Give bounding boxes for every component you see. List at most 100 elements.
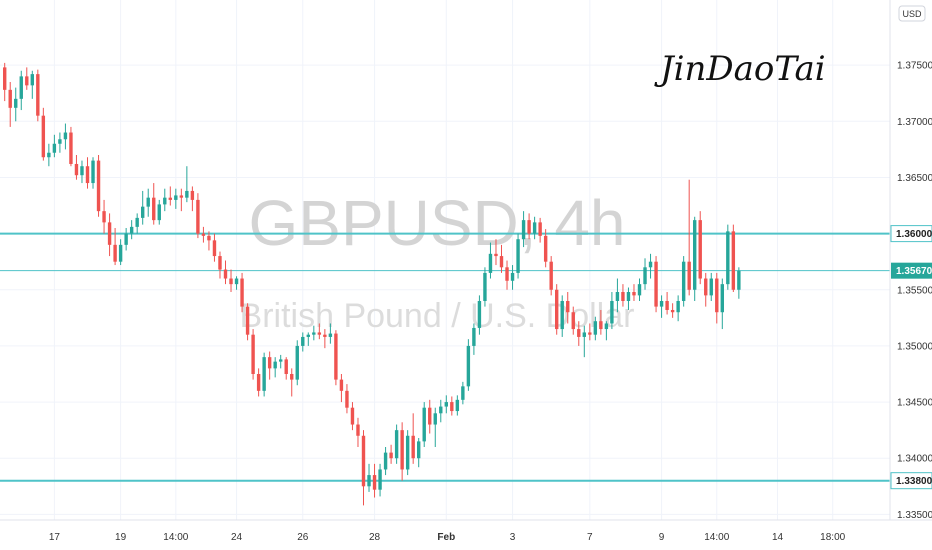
candle <box>185 166 189 203</box>
candle-body <box>428 407 432 425</box>
candle-body <box>499 256 504 268</box>
candle-body <box>36 74 40 116</box>
candle-body <box>74 163 79 176</box>
candle-body <box>41 115 46 158</box>
candle-body <box>218 256 222 270</box>
candle <box>356 417 360 447</box>
candle-body <box>532 222 537 234</box>
candle <box>218 251 222 279</box>
candle <box>709 272 713 301</box>
level-price-tag <box>890 225 932 243</box>
candle <box>256 368 261 397</box>
x-tick-label: 17 <box>49 532 61 543</box>
candle-body <box>339 379 344 391</box>
candle-body <box>14 98 18 108</box>
candle <box>417 438 421 468</box>
candle <box>107 213 112 257</box>
candle-body <box>593 321 598 335</box>
candle <box>113 227 117 266</box>
candle <box>632 284 636 301</box>
candle-body <box>538 222 542 236</box>
candle-body <box>267 357 272 369</box>
candle-body <box>157 204 161 221</box>
candle-body <box>693 220 697 290</box>
candle <box>8 81 12 127</box>
candle <box>80 160 84 184</box>
candle <box>670 303 675 318</box>
candle-body <box>687 261 691 290</box>
horizontal-levels <box>0 232 890 482</box>
candle <box>179 188 184 212</box>
candle-body <box>306 334 310 337</box>
candle <box>621 284 625 307</box>
candle-body <box>560 300 564 330</box>
candle <box>654 256 658 313</box>
candle-body <box>118 244 123 262</box>
candle-body <box>659 300 664 307</box>
candle-body <box>704 278 708 296</box>
candle-body <box>124 233 128 245</box>
candle-body <box>720 284 724 313</box>
candle <box>494 239 498 266</box>
x-tick-label: 26 <box>297 532 309 543</box>
candle <box>405 430 410 476</box>
candle <box>47 143 51 167</box>
candle <box>229 269 233 293</box>
x-tick-label: 14 <box>772 532 784 543</box>
candle-body <box>229 278 233 285</box>
candle-body <box>240 278 244 307</box>
candle-body <box>47 152 51 158</box>
candle-body <box>334 333 338 380</box>
candle-body <box>632 292 636 296</box>
candle <box>279 354 283 369</box>
candle <box>731 224 736 293</box>
candle <box>588 323 592 341</box>
candle <box>704 272 708 307</box>
candle-body <box>527 220 531 234</box>
candle <box>163 188 167 212</box>
candle-body <box>621 292 625 301</box>
candle <box>615 278 620 313</box>
x-tick-label: 14:00 <box>163 532 188 543</box>
candle-body <box>301 336 305 346</box>
candle <box>201 226 206 243</box>
candle <box>477 295 482 335</box>
candle-body <box>588 332 592 335</box>
candle <box>334 330 338 386</box>
candle-body <box>234 278 239 285</box>
candle-body <box>610 300 614 324</box>
candle-body <box>212 240 217 257</box>
candle <box>328 323 333 344</box>
candle-body <box>422 407 426 442</box>
candle-body <box>91 160 95 184</box>
price-axis[interactable]: 1.37500 1.37000 1.36500 1.35500 1.35000 1.345… <box>890 61 932 521</box>
last-price-label: 1.35670 <box>896 266 932 277</box>
candle-body <box>223 269 228 279</box>
candle <box>245 303 250 341</box>
last-price-tag <box>891 262 932 279</box>
candle <box>135 213 139 234</box>
candle <box>577 321 581 346</box>
candle <box>422 402 426 447</box>
candle-body <box>190 190 195 200</box>
currency-badge[interactable]: USD <box>898 5 926 22</box>
candle-body <box>394 430 399 459</box>
candle-body <box>477 300 482 328</box>
watermark: GBPUSD, 4h British Pound / U.S. Dollar <box>240 187 635 335</box>
time-axis[interactable]: 17 19 14:00 24 26 28 Feb 3 7 9 14:00 14 18:00 <box>49 532 846 543</box>
candle-body <box>323 334 327 337</box>
candle <box>118 239 123 266</box>
candle-body <box>604 323 609 330</box>
candle <box>499 244 504 273</box>
candle <box>549 256 553 296</box>
candle-body <box>201 233 206 236</box>
candle <box>698 211 702 285</box>
candle-body <box>273 361 277 369</box>
candle-body <box>367 475 371 487</box>
candle <box>174 188 178 209</box>
candle <box>372 463 377 498</box>
candle <box>726 224 730 290</box>
candle-body <box>400 430 404 470</box>
level-price-tag <box>890 472 932 490</box>
